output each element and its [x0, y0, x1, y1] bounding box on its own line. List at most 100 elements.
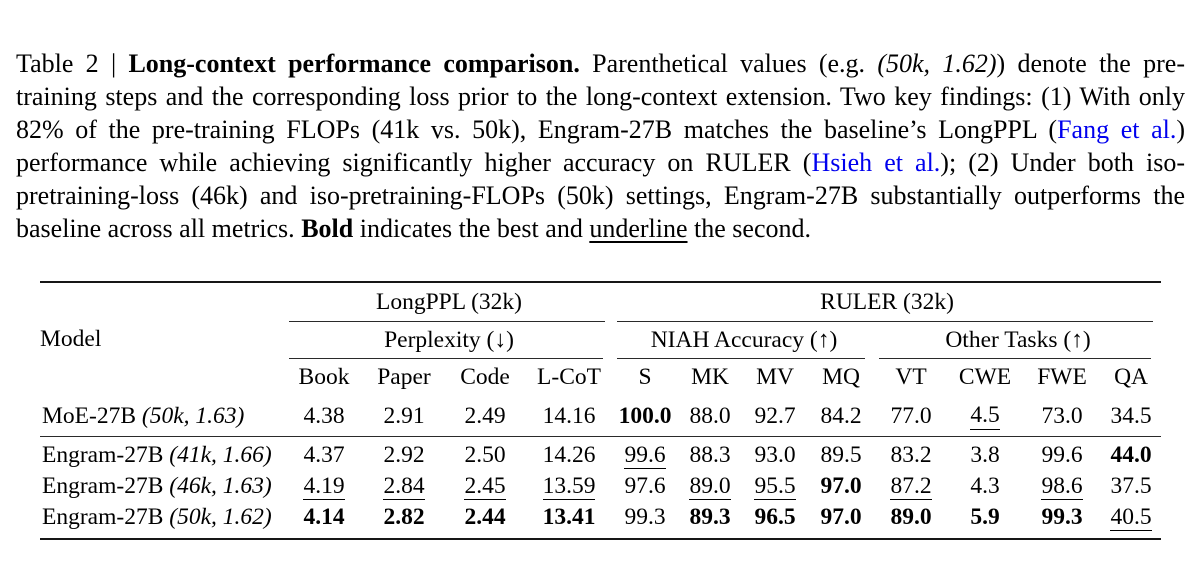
metric-value: 37.5 — [1110, 473, 1152, 499]
best-value: 44.0 — [1110, 442, 1152, 468]
caption-text: ); (2) Under both iso-pretraining-loss (… — [16, 148, 1186, 243]
model-name: Engram-27B — [42, 504, 164, 530]
best-value: 2.82 — [383, 504, 425, 530]
model-name: Engram-27B — [42, 473, 164, 499]
value-cell: 92.7 — [743, 396, 808, 437]
value-cell: 13.59 — [525, 471, 613, 502]
best-value: 4.14 — [303, 504, 345, 530]
column-header-vt: VT — [895, 364, 927, 390]
value-cell: 99.3 — [1023, 502, 1101, 539]
value-cell: 2.50 — [445, 437, 525, 472]
second-best-value: 2.45 — [464, 472, 506, 501]
model-name: Engram-27B — [42, 442, 164, 468]
value-cell: 97.0 — [807, 502, 875, 539]
column-header-code: Code — [460, 364, 510, 390]
value-cell: 88.0 — [677, 396, 744, 437]
second-best-value: 95.5 — [754, 472, 796, 501]
caption-text: Bold — [301, 214, 354, 243]
table-row: MoE-27B (50k, 1.63) 4.38 2.91 2.49 14.16 100.… — [40, 396, 1162, 437]
metric-value: 2.92 — [383, 442, 425, 468]
value-cell: 89.0 — [677, 471, 743, 502]
metric-value: 2.91 — [383, 402, 425, 429]
value-cell: 4.38 — [285, 396, 363, 437]
value-cell: 95.5 — [743, 471, 807, 502]
value-cell: 97.6 — [613, 471, 677, 502]
value-cell: 100.0 — [613, 396, 678, 437]
model-pretrain-spec: (50k, 1.63) — [141, 402, 245, 429]
value-cell: 2.49 — [445, 396, 525, 437]
value-cell: 2.44 — [445, 502, 525, 539]
metric-value: 84.2 — [820, 402, 862, 429]
best-value: 97.0 — [820, 504, 862, 530]
value-cell: 88.3 — [677, 437, 743, 472]
metric-value: 2.49 — [464, 402, 506, 429]
model-pretrain-spec: (50k, 1.62) — [169, 504, 272, 530]
best-value: 5.9 — [970, 504, 1000, 530]
subgroup-header: NIAH Accuracy (↑) — [613, 322, 875, 359]
column-header-cwe: CWE — [958, 364, 1012, 390]
model-cell: Engram-27B (50k, 1.62) — [40, 502, 285, 539]
value-cell: 2.84 — [363, 471, 445, 502]
value-cell: 4.3 — [947, 471, 1023, 502]
table-row: Engram-27B (46k, 1.63) 4.19 2.84 2.45 13.59 9… — [40, 471, 1161, 502]
value-cell: 14.16 — [525, 396, 614, 437]
metric-value: 4.3 — [970, 473, 1000, 499]
best-value: 99.3 — [1041, 504, 1083, 530]
caption-text: Parenthetical values (e.g. — [579, 49, 878, 78]
metric-value: 99.6 — [1041, 442, 1083, 468]
column-header-paper: Paper — [377, 364, 431, 390]
caption-text: ) performance while achieving significan… — [16, 115, 1186, 177]
metric-value: 99.3 — [624, 504, 666, 530]
value-cell: 73.0 — [1023, 396, 1102, 437]
best-value: 2.44 — [464, 504, 506, 530]
second-best-value: 40.5 — [1110, 503, 1152, 532]
value-cell: 97.0 — [807, 471, 875, 502]
value-cell: 5.9 — [947, 502, 1023, 539]
table-caption: Table 2 | Long-context performance compa… — [0, 26, 1200, 245]
second-best-value: 98.6 — [1041, 472, 1083, 501]
value-cell: 4.5 — [947, 396, 1024, 437]
metric-value: 92.7 — [754, 402, 796, 429]
value-cell: 98.6 — [1023, 471, 1101, 502]
value-cell: 37.5 — [1101, 471, 1161, 502]
value-cell: 89.5 — [807, 437, 875, 472]
column-header-s: S — [638, 364, 652, 390]
metric-value: 93.0 — [754, 442, 796, 468]
best-value: 89.3 — [689, 504, 731, 530]
metric-value: 3.8 — [970, 442, 1000, 468]
metric-value: 34.5 — [1110, 402, 1152, 429]
second-best-value: 4.5 — [970, 402, 1000, 430]
value-cell: 40.5 — [1101, 502, 1161, 539]
second-best-value: 2.84 — [383, 472, 425, 501]
column-header-book: Book — [298, 364, 350, 390]
metric-value: 73.0 — [1041, 402, 1083, 429]
metric-value: 88.3 — [689, 442, 731, 468]
second-best-value: 13.59 — [542, 472, 596, 501]
citation-link[interactable]: Fang et al. — [1057, 115, 1177, 144]
value-cell: 84.2 — [807, 396, 876, 437]
table-row: Engram-27B (41k, 1.66) 4.37 2.92 2.50 14.26 9… — [40, 437, 1161, 472]
metric-value: 4.38 — [303, 402, 345, 429]
caption-text: the second. — [687, 214, 811, 243]
citation-link[interactable]: Hsieh et al. — [811, 148, 941, 177]
column-header-mk: MK — [691, 364, 729, 390]
value-cell: 99.6 — [1023, 437, 1101, 472]
column-header-mv: MV — [756, 364, 794, 390]
value-cell: 2.82 — [363, 502, 445, 539]
model-name: MoE-27B — [42, 402, 136, 429]
value-cell: 3.8 — [947, 437, 1023, 472]
second-best-value: 99.6 — [624, 441, 666, 470]
best-value: 97.0 — [820, 473, 862, 499]
metric-value: 88.0 — [689, 402, 731, 429]
subgroup-header: Perplexity (↓) — [285, 322, 613, 359]
second-best-value: 87.2 — [890, 472, 932, 501]
value-cell: 13.41 — [525, 502, 613, 539]
second-best-value: 89.0 — [689, 472, 731, 501]
value-cell: 2.91 — [363, 396, 445, 437]
value-cell: 99.6 — [613, 437, 677, 472]
model-pretrain-spec: (46k, 1.63) — [169, 473, 272, 499]
value-cell: 77.0 — [875, 396, 948, 437]
value-cell: 99.3 — [613, 502, 677, 539]
best-value: 13.41 — [542, 504, 596, 530]
